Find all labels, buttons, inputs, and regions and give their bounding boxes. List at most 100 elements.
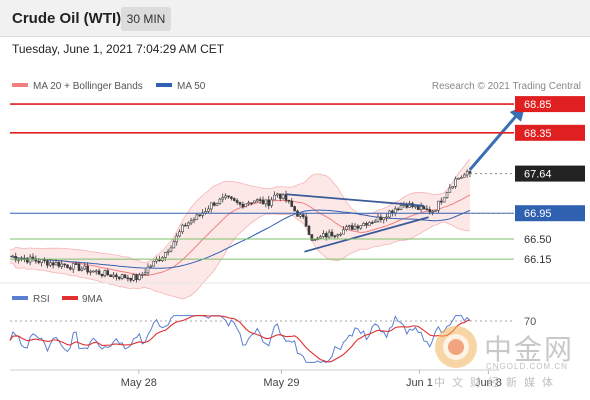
chart-canvas: MA 20 + Bollinger Bands MA 50 Research ©… (0, 81, 590, 389)
candle-body (218, 198, 222, 204)
level-tag-68-85 (515, 96, 585, 113)
level-label-66-50: 66.50 (524, 234, 552, 246)
candle-body (109, 274, 112, 278)
timeframe-button[interactable]: 30 MIN (121, 7, 171, 31)
candle-body (399, 205, 403, 210)
candle-body (155, 259, 158, 262)
level-label-67-64: 67.64 (524, 169, 552, 181)
candle-body (123, 274, 127, 279)
rsi-ma-legend-swatch (62, 296, 78, 300)
candle-body (304, 216, 308, 227)
candle-body (270, 199, 273, 206)
candle-body (66, 264, 69, 268)
candle-body (51, 262, 55, 266)
candle-body (207, 208, 210, 212)
candle-body (376, 216, 380, 222)
candle-body (293, 206, 296, 212)
candle-body (74, 263, 78, 265)
candle-body (284, 194, 288, 201)
candle-body (48, 262, 52, 266)
candle-body (462, 174, 466, 178)
candle-body (460, 177, 463, 179)
candle-body (212, 202, 216, 206)
candle-body (181, 224, 184, 233)
candle-body (388, 210, 391, 218)
candle-body (368, 222, 371, 226)
rsi-line (9, 315, 471, 363)
candle-body (115, 274, 118, 278)
candle-body (393, 208, 397, 214)
level-label-68-85: 68.85 (524, 99, 552, 111)
x-tick-label: May 28 (121, 377, 157, 389)
candle-body (94, 270, 98, 273)
candle-body (281, 194, 285, 199)
candle-body (57, 262, 61, 267)
candle-body (169, 247, 173, 252)
level-tag-67-64 (515, 165, 585, 182)
candle-body (247, 202, 250, 205)
candle-body (330, 231, 334, 237)
candle-body (135, 274, 138, 280)
candle-body (120, 274, 124, 279)
price-panel (9, 105, 526, 300)
candle-body (356, 225, 360, 229)
candle-body (117, 276, 121, 279)
rsi-panel: 70 (9, 315, 536, 363)
candle-body (379, 216, 383, 220)
rsi-legend-swatch (12, 296, 28, 300)
bb-legend-swatch (12, 83, 28, 87)
candle-body (439, 200, 443, 203)
x-tick-label: Jun 1 (406, 377, 433, 389)
candle-body (345, 226, 348, 230)
level-label-66-95: 66.95 (524, 208, 552, 220)
candle-body (149, 265, 153, 268)
candle-body (195, 214, 199, 220)
candle-body (92, 270, 95, 273)
candle-body (189, 220, 193, 224)
candle-body (244, 203, 248, 208)
candle-body (14, 256, 18, 261)
candle-body (434, 210, 437, 212)
candle-body (299, 214, 302, 217)
candle-body (152, 260, 156, 267)
candle-body (391, 210, 394, 214)
candle-body (264, 199, 268, 205)
rsi-level-label: 70 (524, 316, 536, 328)
instrument-title: Crude Oil (WTI) (12, 10, 122, 27)
rsi-ma-line (9, 315, 471, 363)
level-tag-66-95 (515, 205, 585, 222)
candle-body (230, 196, 233, 199)
candle-body (54, 262, 58, 266)
candle-body (204, 211, 207, 214)
candle-body (250, 202, 253, 205)
candle-body (77, 263, 81, 271)
candle-body (385, 216, 388, 219)
candle-body (347, 225, 351, 227)
date-line: Tuesday, June 1, 2021 7:04:29 AM CET (12, 42, 225, 56)
candle-body (37, 260, 41, 263)
candle-body (227, 195, 230, 198)
candle-body (428, 209, 432, 213)
candle-body (46, 260, 49, 266)
candle-body (224, 195, 227, 198)
watermark-url: CNGOLD.COM.CN (486, 362, 568, 371)
candle-body (40, 259, 43, 263)
candle-body (112, 274, 115, 278)
candle-body (261, 199, 265, 205)
candle-body (221, 197, 225, 200)
research-credit: Research © 2021 Trading Central (432, 81, 581, 92)
candle-body (310, 234, 314, 241)
candle-body (457, 177, 460, 180)
candle-body (241, 203, 245, 208)
key-levels: 68.85 68.35 67.64 66.95 66.50 66.15 (10, 96, 585, 266)
x-tick-label: Jun 8 (475, 377, 502, 389)
rsi-legend-label: RSI (33, 294, 50, 305)
candle-body (80, 268, 84, 271)
level-label-66-15: 66.15 (524, 254, 552, 266)
candle-body (235, 200, 239, 203)
candle-body (278, 193, 282, 199)
candle-body (209, 202, 213, 210)
candle-body (396, 208, 400, 211)
candle-body (422, 206, 426, 210)
candle-body (373, 220, 377, 223)
